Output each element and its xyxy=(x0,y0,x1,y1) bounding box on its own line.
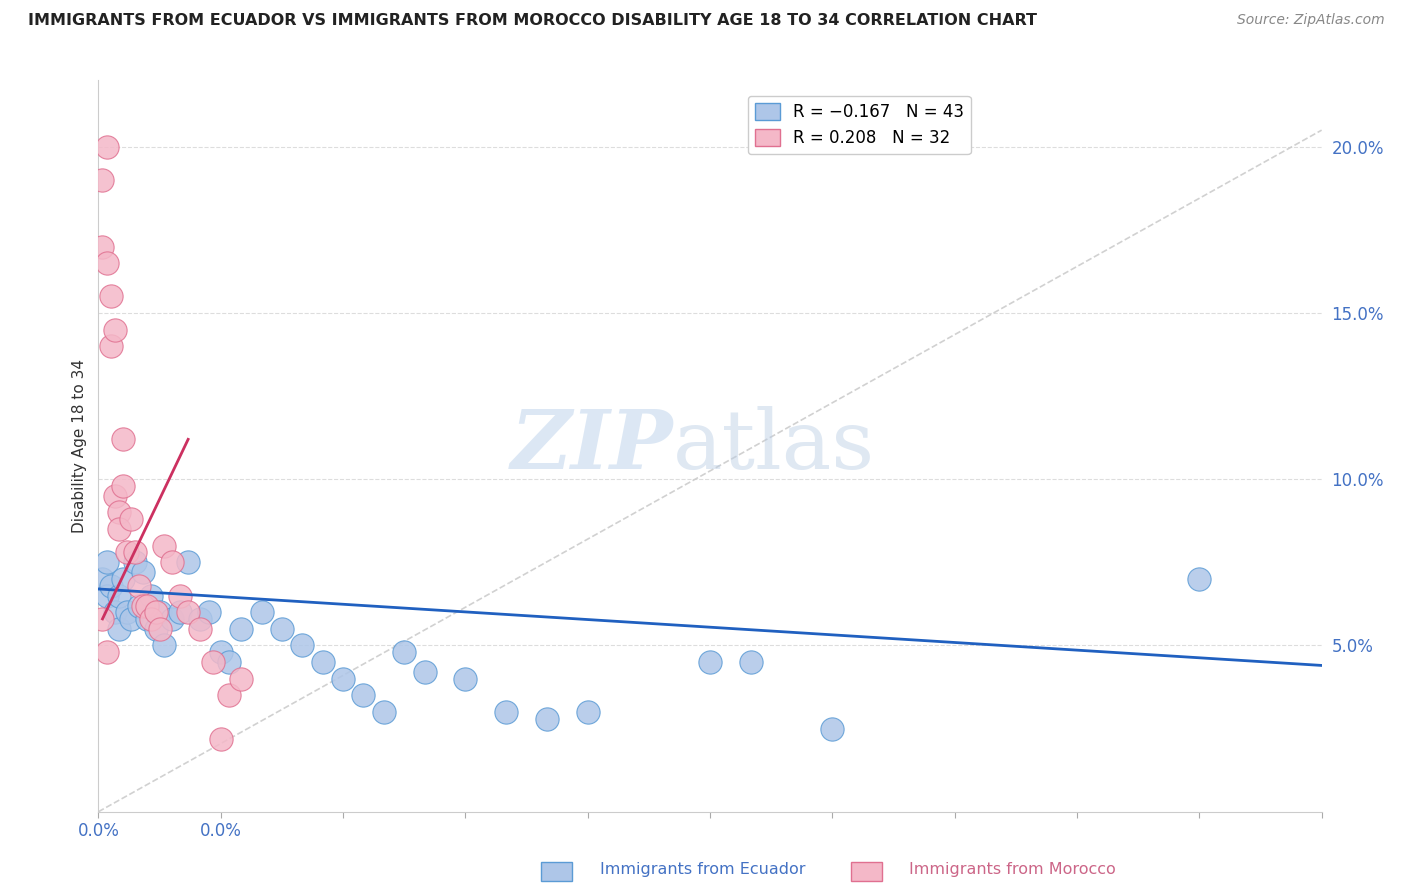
Point xyxy=(111,479,134,493)
Point xyxy=(250,605,273,619)
Point xyxy=(104,489,127,503)
Point xyxy=(128,599,150,613)
Point xyxy=(152,539,174,553)
Point xyxy=(312,655,335,669)
Text: Immigrants from Morocco: Immigrants from Morocco xyxy=(908,863,1116,877)
Point xyxy=(209,645,232,659)
Point xyxy=(740,655,762,669)
Point xyxy=(96,140,118,154)
Point xyxy=(160,555,183,569)
Point xyxy=(1188,572,1211,586)
Point xyxy=(120,612,142,626)
Point xyxy=(108,622,131,636)
Point xyxy=(124,545,146,559)
Legend: R = −0.167   N = 43, R = 0.208   N = 32: R = −0.167 N = 43, R = 0.208 N = 32 xyxy=(748,96,970,154)
Point xyxy=(96,589,118,603)
Point xyxy=(96,256,118,270)
Point xyxy=(141,612,163,626)
Point xyxy=(104,605,127,619)
Point xyxy=(352,689,374,703)
Point xyxy=(218,689,240,703)
Point xyxy=(136,599,159,613)
Point xyxy=(132,566,155,580)
Point xyxy=(100,579,122,593)
Point xyxy=(149,605,172,619)
Point xyxy=(115,605,138,619)
Point xyxy=(91,572,114,586)
Point xyxy=(699,655,721,669)
Text: Immigrants from Ecuador: Immigrants from Ecuador xyxy=(600,863,806,877)
Point xyxy=(373,705,395,719)
Point xyxy=(270,622,294,636)
Point xyxy=(96,555,118,569)
Point xyxy=(291,639,314,653)
Point xyxy=(152,639,174,653)
Text: IMMIGRANTS FROM ECUADOR VS IMMIGRANTS FROM MOROCCO DISABILITY AGE 18 TO 34 CORRE: IMMIGRANTS FROM ECUADOR VS IMMIGRANTS FR… xyxy=(28,13,1038,29)
Point xyxy=(536,712,558,726)
Point xyxy=(108,506,131,520)
Point xyxy=(332,672,354,686)
Point xyxy=(124,555,146,569)
Point xyxy=(141,589,163,603)
Y-axis label: Disability Age 18 to 34: Disability Age 18 to 34 xyxy=(72,359,87,533)
Point xyxy=(91,173,114,187)
Point xyxy=(91,239,114,253)
Point xyxy=(100,339,122,353)
Point xyxy=(576,705,599,719)
Point xyxy=(821,722,844,736)
Point xyxy=(177,605,200,619)
Point xyxy=(413,665,436,679)
Point xyxy=(145,605,167,619)
Point xyxy=(128,579,150,593)
Point xyxy=(120,512,142,526)
Point xyxy=(454,672,477,686)
Point xyxy=(188,622,212,636)
Point xyxy=(145,622,167,636)
Point xyxy=(149,622,172,636)
Point xyxy=(111,572,134,586)
Point xyxy=(160,612,183,626)
Point xyxy=(96,645,118,659)
Point xyxy=(177,555,200,569)
Point xyxy=(495,705,517,719)
Point xyxy=(104,323,127,337)
Point xyxy=(218,655,240,669)
Point xyxy=(132,599,155,613)
Point xyxy=(197,605,219,619)
Text: atlas: atlas xyxy=(673,406,876,486)
Point xyxy=(91,612,114,626)
Point xyxy=(111,433,134,447)
Point xyxy=(231,622,253,636)
Point xyxy=(108,522,131,536)
Point xyxy=(108,589,131,603)
Point xyxy=(136,612,159,626)
Point xyxy=(209,731,232,746)
Text: ZIP: ZIP xyxy=(510,406,673,486)
Point xyxy=(392,645,416,659)
Text: Source: ZipAtlas.com: Source: ZipAtlas.com xyxy=(1237,13,1385,28)
Point xyxy=(231,672,253,686)
Point xyxy=(169,605,191,619)
Point xyxy=(188,612,212,626)
Point xyxy=(169,589,191,603)
Point xyxy=(201,655,224,669)
Point xyxy=(115,545,138,559)
Point xyxy=(100,289,122,303)
